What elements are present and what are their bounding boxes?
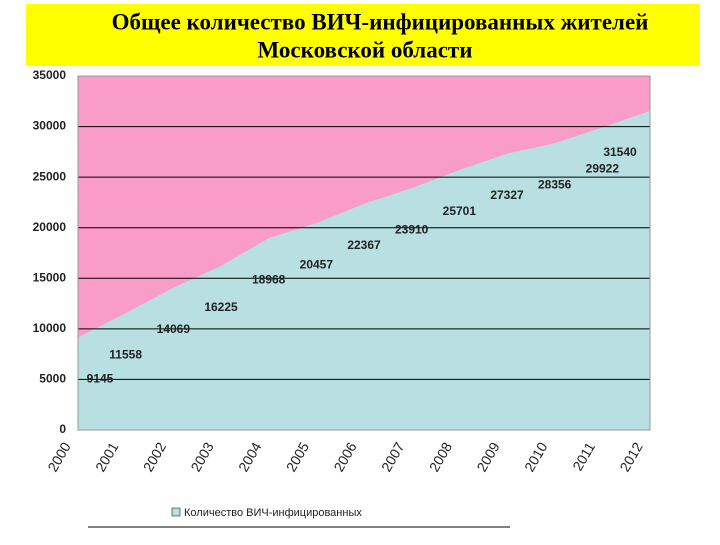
- legend-swatch: [171, 507, 181, 517]
- title-box: [26, 4, 700, 66]
- y-tick-label: 35000: [33, 68, 67, 82]
- data-label: 20457: [300, 257, 334, 271]
- data-label: 14069: [157, 322, 191, 336]
- data-label: 18968: [252, 272, 286, 286]
- x-tick-label: 2005: [283, 439, 313, 474]
- data-label: 29922: [586, 162, 620, 176]
- plot-border: [77, 75, 651, 431]
- x-tick-label: 2006: [330, 439, 360, 474]
- data-label: 28356: [538, 177, 572, 191]
- data-label: 16225: [204, 300, 238, 314]
- x-tick-label: 2007: [378, 439, 408, 474]
- y-tick-label: 25000: [33, 169, 67, 183]
- y-tick-label: 20000: [33, 220, 67, 234]
- y-tick-label: 15000: [33, 270, 67, 284]
- x-tick-label: 2002: [140, 439, 170, 474]
- data-label: 22367: [347, 238, 381, 252]
- data-label: 23910: [395, 222, 429, 236]
- legend-label: Количество ВИЧ-инфицированных: [184, 507, 362, 519]
- x-tick-label: 2009: [473, 439, 503, 474]
- chart-title: Московской области: [258, 37, 473, 62]
- y-tick-label: 30000: [33, 119, 67, 133]
- data-label: 25701: [443, 204, 477, 218]
- x-tick-label: 2001: [92, 439, 122, 474]
- x-tick-label: 2000: [44, 439, 74, 474]
- data-label: 31540: [603, 145, 637, 159]
- data-label: 9145: [87, 372, 114, 386]
- chart-title: Общее количество ВИЧ-инфицированных жите…: [112, 9, 649, 34]
- x-tick-label: 2004: [235, 439, 265, 474]
- area: [78, 110, 650, 431]
- data-label: 11558: [109, 347, 142, 361]
- x-tick-label: 2011: [569, 439, 598, 473]
- x-tick-label: 2012: [616, 439, 646, 474]
- x-tick-label: 2010: [521, 439, 551, 474]
- y-tick-label: 5000: [39, 372, 66, 386]
- y-tick-label: 0: [59, 422, 66, 436]
- data-label: 27327: [490, 188, 524, 202]
- x-tick-label: 2008: [426, 439, 456, 474]
- y-tick-label: 10000: [33, 321, 67, 335]
- x-tick-label: 2003: [187, 439, 217, 474]
